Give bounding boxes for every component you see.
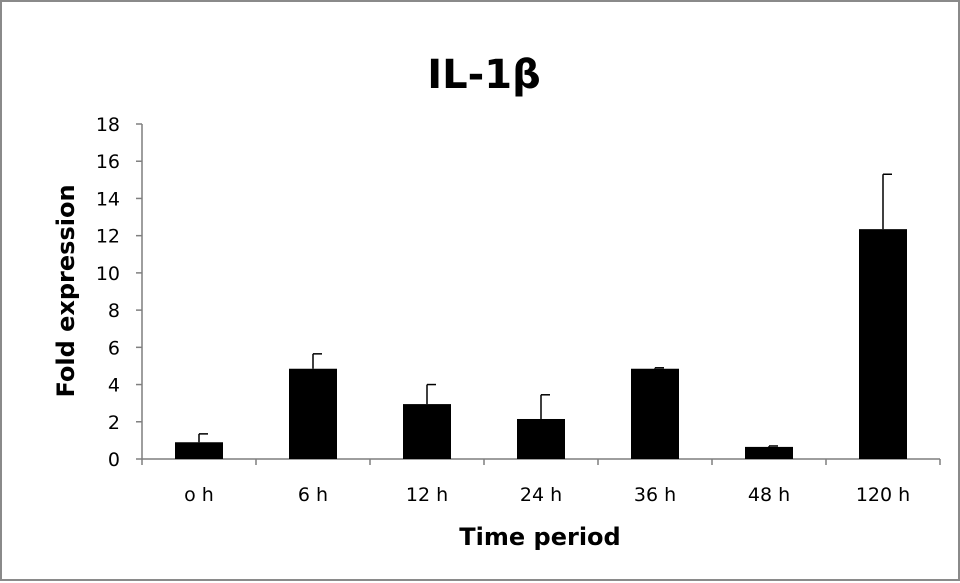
x-tick-label: 120 h	[856, 484, 910, 506]
bar-oh	[175, 442, 223, 459]
x-tick-label: 6 h	[298, 484, 328, 506]
x-tick-label: o h	[184, 484, 214, 506]
y-tick-label: 16	[96, 151, 120, 173]
y-axis-label: Fold expression	[52, 184, 80, 397]
y-tick-label: 14	[96, 188, 120, 210]
y-tick-label: 6	[108, 337, 120, 359]
x-tick-label: 48 h	[748, 484, 790, 506]
x-tick-label: 12 h	[406, 484, 448, 506]
y-tick-label: 12	[96, 226, 120, 248]
x-tick-label: 24 h	[520, 484, 562, 506]
plot-area: 0 2 4 6 8 10 12 14 16 18 o h 6 h 12 h 24 h 36 h 48 h 120…	[96, 114, 941, 506]
chart-title: IL-1β	[427, 52, 540, 98]
bar-120h	[859, 229, 907, 459]
bar-12h	[403, 404, 451, 459]
bar-48h	[745, 446, 793, 459]
bar-36h	[631, 368, 679, 459]
bar-24h	[517, 418, 565, 459]
y-tick-label: 4	[108, 375, 120, 397]
y-tick-label: 10	[96, 263, 120, 285]
y-tick-label: 2	[108, 412, 120, 434]
y-tick-label: 8	[108, 300, 120, 322]
bar-6h	[289, 368, 337, 459]
y-tick-label: 0	[108, 449, 120, 471]
y-tick-label: 18	[96, 114, 120, 136]
x-axis-label: Time period	[459, 523, 620, 551]
x-tick-label: 36 h	[634, 484, 676, 506]
